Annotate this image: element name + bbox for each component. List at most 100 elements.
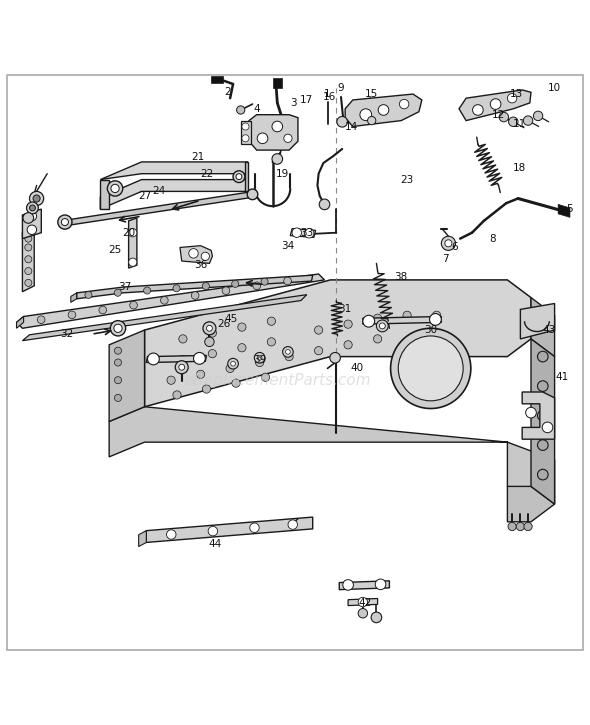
Circle shape (509, 117, 518, 126)
Circle shape (292, 228, 301, 237)
Text: 12: 12 (492, 109, 505, 120)
Circle shape (114, 394, 122, 402)
Circle shape (363, 315, 375, 327)
Text: 42: 42 (358, 598, 371, 608)
Circle shape (30, 191, 44, 206)
Circle shape (360, 109, 372, 120)
Text: 9: 9 (337, 83, 345, 93)
Circle shape (237, 106, 245, 114)
Polygon shape (77, 276, 313, 299)
Circle shape (507, 94, 517, 103)
Circle shape (378, 104, 389, 115)
Text: 6: 6 (451, 242, 458, 252)
Circle shape (201, 252, 209, 260)
Circle shape (330, 352, 340, 363)
Text: eReplacementParts.com: eReplacementParts.com (184, 373, 371, 388)
Circle shape (208, 329, 217, 337)
Text: 5: 5 (566, 204, 573, 214)
Circle shape (242, 123, 249, 130)
Polygon shape (531, 297, 555, 357)
Circle shape (499, 112, 509, 122)
Text: 20: 20 (122, 228, 135, 238)
Circle shape (175, 361, 188, 373)
Circle shape (160, 297, 168, 304)
Circle shape (148, 353, 159, 365)
Text: 27: 27 (138, 191, 151, 201)
Circle shape (286, 349, 290, 355)
Polygon shape (60, 191, 254, 225)
Circle shape (403, 311, 411, 320)
Circle shape (358, 608, 368, 618)
Circle shape (58, 215, 72, 229)
Text: 43: 43 (542, 325, 555, 335)
Text: 8: 8 (489, 233, 496, 244)
Text: 30: 30 (424, 325, 437, 335)
Text: 32: 32 (60, 329, 73, 339)
Text: 7: 7 (442, 254, 449, 264)
Circle shape (375, 579, 386, 589)
Circle shape (261, 278, 268, 285)
Circle shape (226, 364, 234, 373)
Circle shape (319, 199, 330, 210)
Circle shape (68, 311, 76, 319)
Polygon shape (139, 531, 146, 547)
Text: 38: 38 (395, 272, 408, 282)
Polygon shape (459, 90, 531, 120)
Circle shape (358, 597, 368, 607)
Circle shape (542, 422, 553, 433)
Polygon shape (211, 76, 223, 83)
Text: 18: 18 (513, 163, 526, 173)
Polygon shape (290, 228, 316, 237)
Circle shape (173, 285, 180, 292)
Text: 15: 15 (365, 89, 378, 99)
Text: 10: 10 (548, 83, 561, 93)
Circle shape (236, 174, 242, 180)
Polygon shape (129, 218, 137, 268)
Circle shape (376, 320, 388, 332)
Polygon shape (241, 120, 251, 144)
Circle shape (508, 523, 516, 531)
Circle shape (238, 344, 246, 352)
Text: 23: 23 (401, 175, 414, 185)
Circle shape (114, 377, 122, 384)
Circle shape (288, 520, 297, 529)
Circle shape (23, 212, 34, 223)
Circle shape (537, 410, 548, 421)
Circle shape (337, 117, 348, 127)
Circle shape (379, 323, 385, 329)
Circle shape (304, 228, 314, 238)
Circle shape (533, 111, 543, 120)
Polygon shape (531, 339, 555, 504)
Polygon shape (363, 317, 441, 324)
Text: 41: 41 (555, 372, 568, 381)
Circle shape (537, 440, 548, 450)
Polygon shape (273, 78, 282, 88)
Text: 26: 26 (218, 319, 231, 329)
Circle shape (194, 352, 205, 364)
Circle shape (196, 370, 205, 378)
Circle shape (314, 347, 323, 355)
Circle shape (114, 289, 122, 297)
Circle shape (284, 134, 292, 142)
Circle shape (99, 306, 107, 314)
Polygon shape (100, 180, 109, 209)
Circle shape (203, 322, 216, 335)
Text: 39: 39 (253, 355, 266, 365)
Circle shape (516, 523, 525, 531)
Text: 36: 36 (194, 260, 207, 270)
Circle shape (253, 282, 261, 290)
Polygon shape (100, 180, 248, 209)
Circle shape (368, 117, 376, 125)
Circle shape (25, 268, 32, 275)
Circle shape (179, 335, 187, 343)
Circle shape (208, 349, 217, 357)
Polygon shape (345, 94, 422, 126)
Text: 13: 13 (510, 89, 523, 99)
Circle shape (285, 352, 293, 361)
Text: 14: 14 (345, 122, 358, 131)
Polygon shape (520, 304, 555, 339)
Text: 19: 19 (276, 169, 289, 178)
Circle shape (37, 316, 45, 323)
Circle shape (267, 317, 276, 326)
Circle shape (33, 195, 40, 202)
